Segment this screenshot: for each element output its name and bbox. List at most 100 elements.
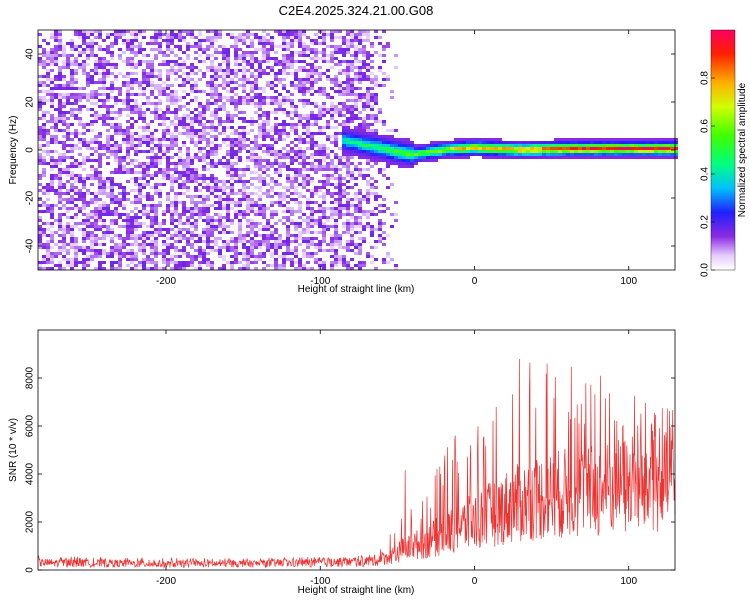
spectrogram-cell — [134, 189, 138, 192]
spectrogram-cell — [178, 39, 182, 42]
spectrogram-cell — [662, 144, 666, 147]
spectrogram-cell — [162, 135, 166, 138]
spectrogram-cell — [574, 147, 578, 150]
spectrogram-cell — [334, 126, 338, 129]
spectrogram-cell — [354, 72, 358, 75]
spectrogram-cell — [126, 180, 130, 183]
spectrogram-cell — [314, 69, 318, 72]
spectrogram-cell — [58, 129, 62, 132]
spectrogram-cell — [146, 138, 150, 141]
spectrogram-cell — [594, 147, 598, 150]
spectrogram-cell — [502, 147, 506, 150]
spectrogram-cell — [174, 102, 178, 105]
spectrogram-cell — [202, 138, 206, 141]
spectrogram-cell — [654, 138, 658, 141]
spectrogram-cell — [182, 252, 186, 255]
spectrogram-cell — [274, 45, 278, 48]
spectrogram-cell — [346, 159, 350, 162]
spectrogram-cell — [350, 243, 354, 246]
spectrogram-cell — [394, 201, 398, 204]
spectrogram-cell — [46, 189, 50, 192]
spectrogram-cell — [146, 156, 150, 159]
spectrogram-cell — [162, 153, 166, 156]
spectrogram-cell — [630, 141, 634, 144]
spectrogram-cell — [574, 138, 578, 141]
spectrogram-cell — [202, 168, 206, 171]
spectrogram-cell — [62, 141, 66, 144]
spectrogram-cell — [146, 123, 150, 126]
spectrogram-cell — [134, 120, 138, 123]
spectrogram-cell — [90, 69, 94, 72]
spectrogram-cell — [190, 213, 194, 216]
spectrogram-cell — [46, 78, 50, 81]
spectrogram-cell — [386, 150, 390, 153]
spectrogram-cell — [278, 234, 282, 237]
spectrogram-cell — [254, 201, 258, 204]
spectrogram-cell — [90, 237, 94, 240]
spectrogram-cell — [298, 123, 302, 126]
spectrogram-cell — [302, 249, 306, 252]
spectrogram-cell — [142, 261, 146, 264]
spectrogram-cell — [526, 141, 530, 144]
spectrogram-cell — [154, 156, 158, 159]
spectrogram-cell — [74, 222, 78, 225]
spectrogram-cell — [130, 168, 134, 171]
spectrogram-cell — [186, 33, 190, 36]
spectrogram-cell — [186, 177, 190, 180]
spectrogram-cell — [318, 195, 322, 198]
spectrogram-cell — [226, 33, 230, 36]
spectrogram-cell — [498, 147, 502, 150]
spectrogram-cell — [354, 252, 358, 255]
spectrogram-cell — [46, 72, 50, 75]
spectrogram-cell — [390, 225, 394, 228]
spectrogram-cell — [254, 51, 258, 54]
spectrogram-cell — [562, 150, 566, 153]
spectrogram-cell — [78, 105, 82, 108]
spectrogram-cell — [358, 42, 362, 45]
spectrogram-cell — [278, 195, 282, 198]
spectrogram-cell — [194, 96, 198, 99]
spectrogram-cell — [182, 207, 186, 210]
x-tick-label: 100 — [620, 276, 637, 287]
spectrogram-cell — [346, 39, 350, 42]
spectrogram-cell — [110, 96, 114, 99]
spectrogram-cell — [382, 78, 386, 81]
spectrogram-cell — [118, 159, 122, 162]
spectrogram-cell — [226, 72, 230, 75]
spectrogram-cell — [50, 135, 54, 138]
spectrogram-cell — [354, 147, 358, 150]
spectrogram-cell — [362, 66, 366, 69]
spectrogram-cell — [346, 249, 350, 252]
spectrogram-cell — [182, 222, 186, 225]
spectrogram-cell — [234, 60, 238, 63]
snr-series-line — [37, 358, 676, 569]
spectrogram-cell — [166, 207, 170, 210]
spectrogram-cell — [98, 180, 102, 183]
spectrogram-cell — [38, 246, 42, 249]
spectrogram-cell — [346, 264, 350, 267]
spectrogram-cell — [394, 219, 398, 222]
spectrogram-cell — [230, 264, 234, 267]
spectrogram-cell — [82, 36, 86, 39]
spectrogram-cell — [386, 156, 390, 159]
spectrogram-cell — [154, 57, 158, 60]
spectrogram-cell — [142, 129, 146, 132]
spectrogram-cell — [162, 171, 166, 174]
spectrogram-cell — [294, 138, 298, 141]
spectrogram-cell — [286, 201, 290, 204]
spectrogram-cell — [106, 129, 110, 132]
spectrogram-cell — [118, 123, 122, 126]
spectrogram-cell — [130, 99, 134, 102]
spectrogram-cell — [302, 240, 306, 243]
spectrogram-cell — [74, 252, 78, 255]
spectrogram-cell — [314, 189, 318, 192]
spectrogram-cell — [210, 216, 214, 219]
spectrogram-cell — [286, 207, 290, 210]
spectrogram-cell — [514, 144, 518, 147]
spectrogram-cell — [418, 150, 422, 153]
spectrogram-cell — [122, 60, 126, 63]
spectrogram-cell — [354, 99, 358, 102]
spectrogram-cell — [46, 57, 50, 60]
spectrogram-cell — [238, 126, 242, 129]
